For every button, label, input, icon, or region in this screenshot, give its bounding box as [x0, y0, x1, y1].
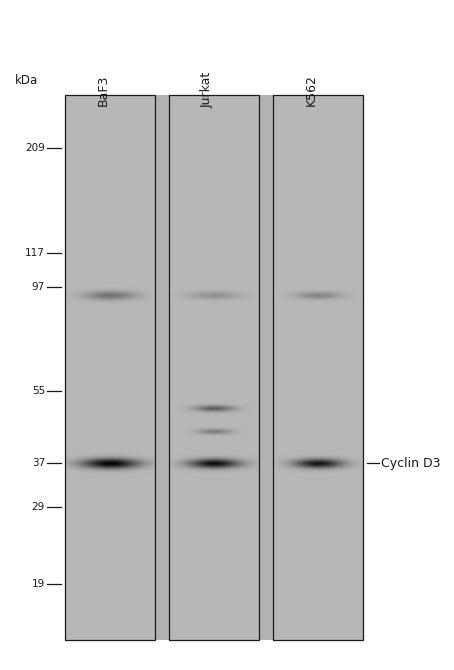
- Text: 37: 37: [32, 458, 45, 468]
- Text: BaF3: BaF3: [97, 74, 110, 106]
- Text: 97: 97: [32, 282, 45, 292]
- Text: Jurkat: Jurkat: [201, 72, 214, 108]
- Text: kDa: kDa: [15, 74, 38, 87]
- Text: 19: 19: [32, 579, 45, 589]
- Bar: [273, 95, 363, 640]
- Text: Cyclin D3: Cyclin D3: [381, 456, 440, 470]
- Bar: [169, 95, 259, 640]
- Text: K562: K562: [305, 74, 318, 106]
- Text: 29: 29: [32, 502, 45, 512]
- Text: 117: 117: [25, 248, 45, 258]
- Text: 55: 55: [32, 386, 45, 396]
- Text: 209: 209: [25, 143, 45, 153]
- Bar: [65, 95, 155, 640]
